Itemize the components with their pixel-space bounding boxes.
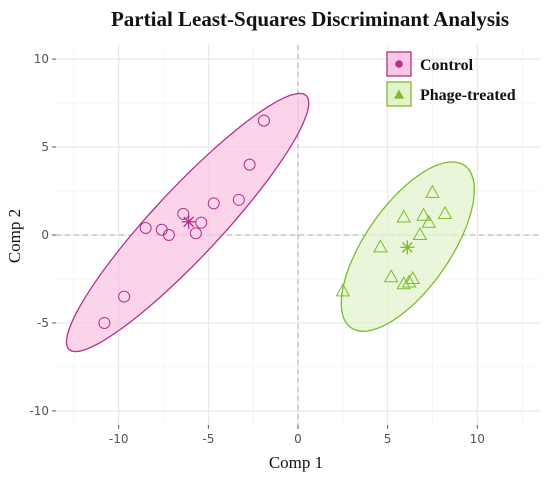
y-tick-label: -5	[37, 316, 49, 330]
data-point-control	[162, 229, 175, 241]
x-tick-label: -10	[109, 432, 129, 446]
data-point-phage-treated	[373, 239, 388, 253]
centroid-stroke	[401, 241, 413, 253]
legend-label-control: Control	[420, 57, 474, 74]
y-axis-label: Comp 2	[5, 209, 24, 263]
data-point-phage-treated	[396, 209, 412, 223]
data-point-control	[195, 216, 208, 229]
legend-marker-control	[395, 60, 403, 68]
chart-title: Partial Least-Squares Discriminant Analy…	[111, 7, 509, 31]
x-axis-label: Comp 1	[269, 453, 323, 472]
data-point-control	[207, 197, 220, 210]
data-point-phage-treated	[405, 270, 421, 285]
x-tick-label: 5	[384, 432, 392, 446]
legend-key-control	[386, 51, 412, 77]
data-point-phage-treated	[416, 207, 431, 221]
y-tick-label: -10	[29, 404, 49, 418]
data-point-control	[139, 221, 152, 234]
legend-label-phage-treated: Phage-treated	[420, 87, 516, 104]
data-point-phage-treated	[401, 274, 417, 288]
data-point-control	[232, 193, 245, 206]
x-tick-label: 10	[470, 432, 485, 446]
y-tick-label: 5	[41, 140, 49, 154]
data-point-control	[177, 207, 190, 220]
centroid-marker-control	[181, 214, 196, 229]
data-point-phage-treated	[383, 269, 399, 283]
legend: Control Phage-treated	[386, 51, 516, 107]
x-tick-label: -5	[202, 432, 214, 446]
plot-area: -10 -5 0 5 10 -10 -5 0 5 10	[29, 45, 540, 446]
x-tick-label: 0	[294, 432, 302, 446]
data-point-control	[98, 316, 111, 329]
centroid-marker-phage-treated	[400, 240, 415, 255]
data-point-phage-treated	[425, 184, 440, 198]
data-point-phage-treated	[335, 283, 351, 297]
centroid-stroke	[183, 216, 195, 228]
legend-marker-phage-treated	[393, 89, 405, 99]
data-point-phage-treated	[437, 205, 453, 219]
data-point-phage-treated	[421, 214, 437, 228]
y-tick-label: 10	[34, 52, 49, 66]
data-point-control	[189, 227, 202, 240]
data-point-phage-treated	[412, 226, 428, 241]
y-tick-label: 0	[41, 228, 49, 242]
data-point-control	[243, 158, 256, 171]
data-point-control	[118, 290, 131, 303]
data-point-control	[257, 114, 270, 127]
